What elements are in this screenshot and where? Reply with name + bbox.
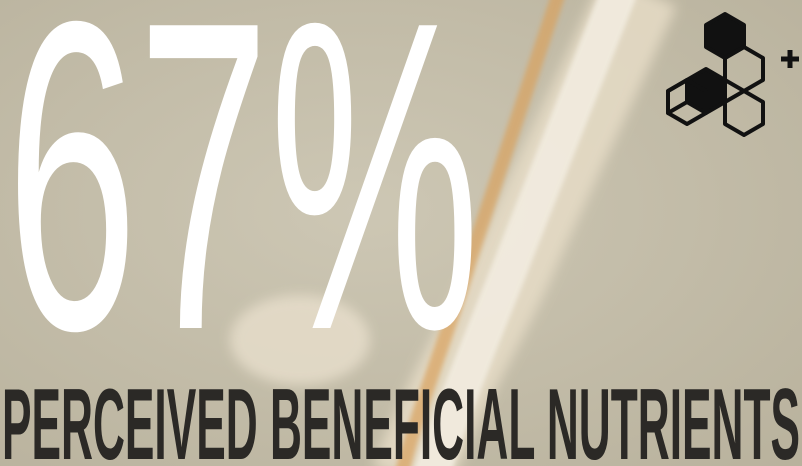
worm-photo xyxy=(230,0,677,466)
stat-caption: PERCEIVED BENEFICIAL NUTRIENTS xyxy=(2,369,800,466)
logo-icon xyxy=(666,12,799,137)
stat-value: 67% xyxy=(6,0,480,422)
